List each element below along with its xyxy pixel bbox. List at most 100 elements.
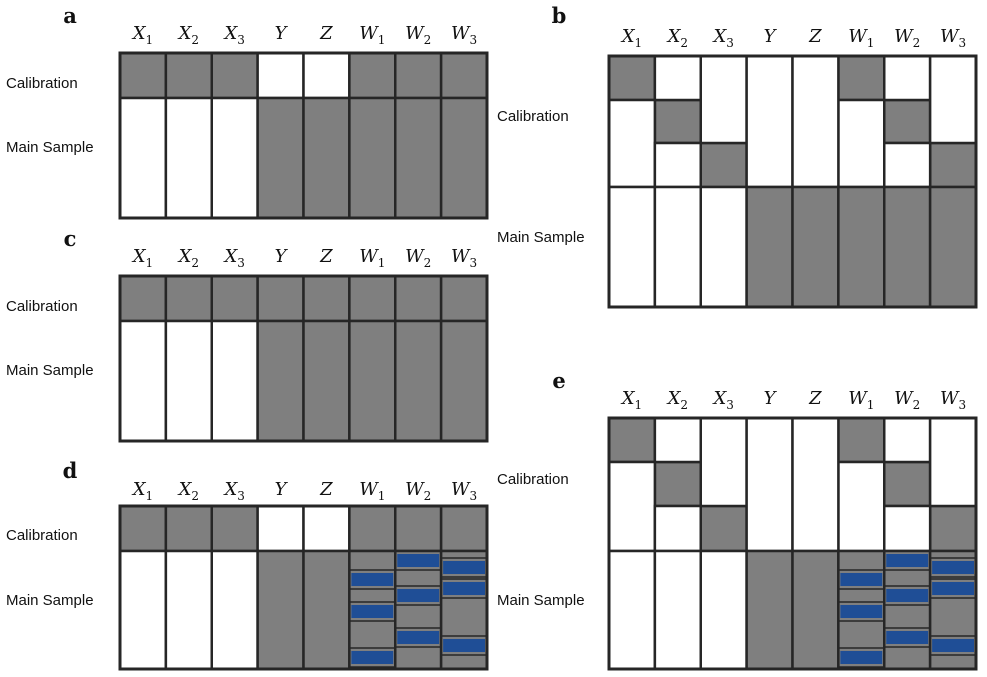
column-header: Y — [275, 479, 289, 500]
grid-frame — [607, 54, 978, 309]
panel-b: b X1 X2 X3 Y Z W1 W2 W3 Calibration Main Sample — [497, 3, 978, 309]
row-label-main-sample: Main Sample — [497, 592, 585, 609]
row-label-main-sample: Main Sample — [6, 362, 94, 379]
column-header: W3 — [940, 26, 966, 50]
calibration-cell — [653, 54, 702, 102]
column-header: X2 — [666, 26, 688, 50]
row-label-main-sample: Main Sample — [6, 592, 94, 609]
calibration-cell — [256, 504, 305, 553]
column-header: W2 — [405, 23, 431, 47]
panel-label: a — [63, 3, 77, 28]
column-header: X3 — [222, 23, 244, 47]
main-sample-cell — [394, 549, 443, 671]
main-sample-cell — [302, 96, 351, 220]
column-header: X2 — [177, 23, 199, 47]
calibration-cell — [653, 98, 702, 145]
planned-missing-stripe — [397, 589, 440, 602]
column-header: W3 — [940, 388, 966, 412]
planned-missing-stripe — [351, 573, 394, 586]
calibration-cell — [745, 54, 794, 189]
main-sample-cell — [210, 549, 259, 671]
main-sample-cell — [699, 185, 748, 309]
calibration-cell — [394, 274, 443, 323]
planned-missing-stripe — [840, 605, 883, 618]
calibration-cell — [439, 274, 489, 323]
planned-missing-stripe — [443, 639, 485, 652]
main-sample-cell — [118, 96, 168, 220]
calibration-cell — [837, 54, 886, 102]
planned-missing-stripe — [886, 589, 929, 602]
main-sample-cell — [745, 185, 794, 309]
row-label-main-sample: Main Sample — [6, 139, 94, 156]
calibration-cell — [607, 416, 657, 464]
planned-missing-stripe — [932, 582, 974, 595]
planned-missing-stripe — [443, 561, 485, 574]
panel-label: e — [552, 368, 565, 393]
main-sample-cell — [210, 319, 259, 443]
calibration-cell — [348, 51, 397, 100]
calibration-cell — [607, 460, 657, 553]
grid-frame — [118, 51, 489, 220]
column-header: W1 — [848, 26, 874, 50]
calibration-cell — [256, 274, 305, 323]
calibration-cell — [883, 504, 932, 553]
row-label-calibration: Calibration — [6, 298, 78, 315]
column-header: Z — [808, 388, 822, 409]
grid-frame — [607, 416, 978, 671]
column-header: X1 — [620, 388, 642, 412]
calibration-cell — [883, 98, 932, 145]
calibration-cell — [302, 274, 351, 323]
main-sample-cell — [791, 549, 840, 671]
main-sample-cell — [118, 319, 168, 443]
main-sample-cell — [607, 549, 657, 671]
calibration-cell — [653, 416, 702, 464]
main-sample-cell — [256, 549, 305, 671]
calibration-cell — [394, 51, 443, 100]
main-sample-cell — [745, 549, 794, 671]
calibration-cell — [302, 51, 351, 100]
main-sample-cell — [791, 185, 840, 309]
row-label-calibration: Calibration — [6, 75, 78, 92]
calibration-cell — [653, 460, 702, 508]
calibration-cell — [883, 141, 932, 189]
planned-missing-stripe — [886, 554, 929, 567]
column-header: W2 — [405, 479, 431, 503]
main-sample-cell — [164, 319, 213, 443]
row-label-calibration: Calibration — [6, 527, 78, 544]
calibration-cell — [928, 141, 978, 189]
calibration-cell — [348, 504, 397, 553]
panel-label: b — [552, 3, 567, 28]
column-header: Y — [275, 23, 289, 44]
calibration-cell — [883, 54, 932, 102]
column-header: X3 — [711, 26, 733, 50]
grid-frame — [118, 274, 489, 443]
calibration-cell — [348, 274, 397, 323]
column-header: Z — [319, 246, 333, 267]
row-label-calibration: Calibration — [497, 471, 569, 488]
column-header: X3 — [222, 479, 244, 503]
column-header: X2 — [177, 479, 199, 503]
calibration-cell — [302, 504, 351, 553]
column-header: W3 — [451, 479, 477, 503]
calibration-cell — [699, 54, 748, 145]
main-sample-cell — [302, 319, 351, 443]
column-header: X3 — [711, 388, 733, 412]
column-header: W3 — [451, 23, 477, 47]
column-header: W1 — [848, 388, 874, 412]
main-sample-cell — [607, 185, 657, 309]
column-header: W1 — [359, 246, 385, 270]
calibration-cell — [164, 274, 213, 323]
main-sample-cell — [439, 319, 489, 443]
planned-missing-stripe — [932, 561, 974, 574]
calibration-cell — [256, 51, 305, 100]
calibration-cell — [607, 54, 657, 102]
planned-missing-stripe — [397, 554, 440, 567]
calibration-cell — [837, 416, 886, 464]
main-sample-cell — [302, 549, 351, 671]
calibration-cell — [883, 416, 932, 464]
calibration-cell — [394, 504, 443, 553]
calibration-cell — [791, 54, 840, 189]
calibration-cell — [928, 54, 978, 145]
calibration-cell — [210, 51, 259, 100]
